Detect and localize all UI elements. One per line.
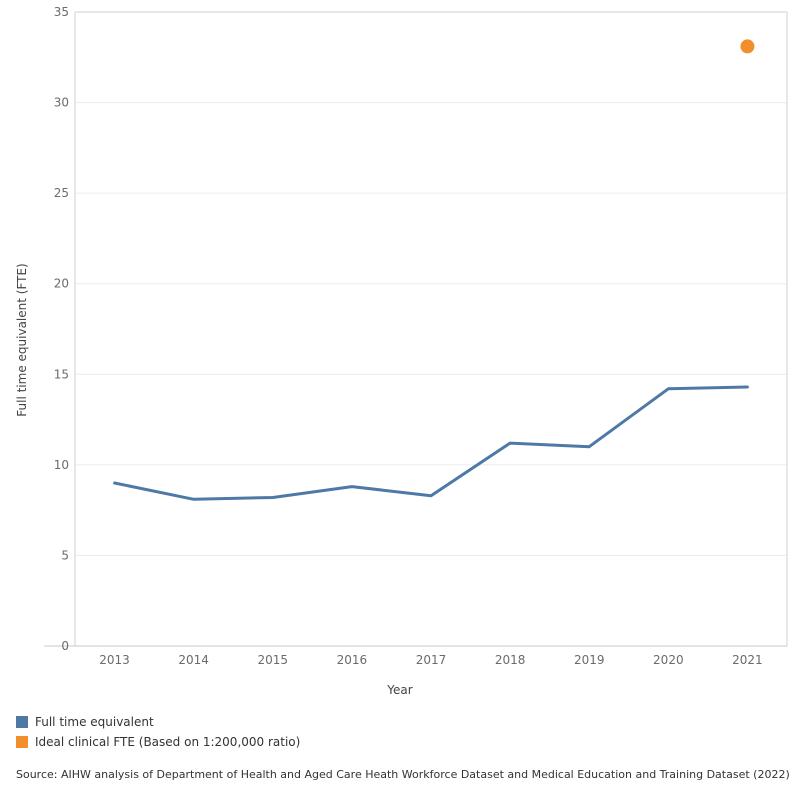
- ideal-fte-point: [740, 39, 755, 54]
- x-tick-label: 2019: [574, 653, 605, 667]
- x-tick-labels: 2013 2014 2015 2016 2017 2018 2019 2020 2021: [99, 653, 762, 667]
- x-tick-label: 2017: [416, 653, 447, 667]
- y-axis-title: Full time equivalent (FTE): [15, 263, 29, 416]
- legend: Full time equivalent Ideal clinical FTE …: [16, 712, 300, 752]
- x-tick-label: 2015: [258, 653, 289, 667]
- y-tick-label: 10: [54, 458, 69, 472]
- legend-label-fte: Full time equivalent: [35, 715, 154, 729]
- source-note: Source: AIHW analysis of Department of H…: [16, 768, 790, 781]
- y-tick-label: 0: [61, 639, 69, 653]
- legend-item-fte: Full time equivalent: [16, 712, 300, 732]
- x-axis-title: Year: [386, 683, 412, 697]
- y-tick-label: 25: [54, 186, 69, 200]
- legend-swatch-ideal: [16, 736, 28, 748]
- legend-label-ideal: Ideal clinical FTE (Based on 1:200,000 r…: [35, 735, 301, 749]
- legend-swatch-fte: [16, 716, 28, 728]
- x-tick-label: 2013: [99, 653, 130, 667]
- x-tick-label: 2021: [732, 653, 763, 667]
- y-tick-labels: 0 5 10 15 20 25 30 35: [54, 5, 69, 653]
- y-tick-label: 20: [54, 277, 69, 291]
- axes: [44, 11, 788, 647]
- y-tick-label: 15: [54, 367, 69, 381]
- x-tick-label: 2016: [337, 653, 368, 667]
- series-line-fte: [113, 385, 749, 501]
- y-tick-label: 30: [54, 96, 69, 110]
- x-tick-label: 2020: [653, 653, 684, 667]
- y-tick-label: 35: [54, 5, 69, 19]
- gridlines: [75, 11, 787, 556]
- series: [113, 39, 755, 501]
- x-tick-label: 2018: [495, 653, 526, 667]
- legend-item-ideal: Ideal clinical FTE (Based on 1:200,000 r…: [16, 732, 300, 752]
- x-tick-label: 2014: [178, 653, 209, 667]
- y-tick-label: 5: [61, 548, 69, 562]
